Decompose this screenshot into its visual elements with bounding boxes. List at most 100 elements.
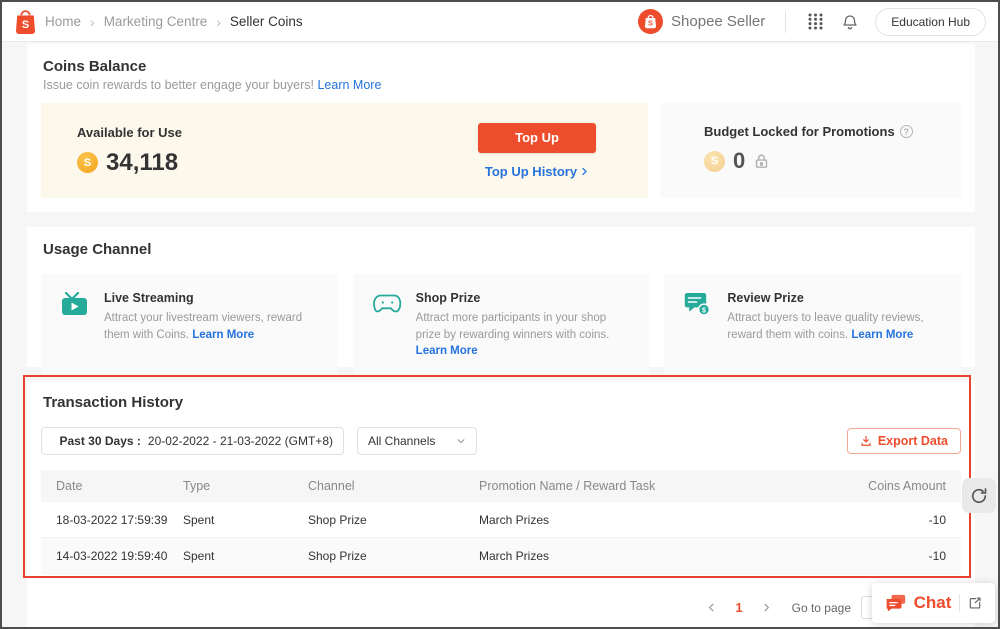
available-for-use-panel: Available for Use S 34,118 Top Up Top Up… [41,103,648,198]
breadcrumb-home[interactable]: Home [45,14,82,29]
cell-promotion: March Prizes [479,512,550,527]
coin-icon: S [77,152,98,173]
pagination-current-page[interactable]: 1 [735,600,743,615]
header-date: Date [56,479,83,493]
shop-prize-learn-more-link[interactable]: Learn More [415,345,478,358]
date-range-filter[interactable]: Past 30 Days : 20-02-2022 - 21-03-2022 (… [41,427,344,455]
popout-icon[interactable] [968,596,982,610]
top-up-history-label: Top Up History [484,163,578,179]
calendar-icon [52,440,53,442]
chat-widget[interactable]: Chat [872,583,995,623]
live-streaming-desc-text: Attract your livestream viewers, reward … [104,312,303,341]
chat-divider [959,594,961,612]
coin-faded-icon: S [704,150,725,172]
shop-prize-title: Shop Prize [415,291,481,305]
transaction-history-title: Transaction History [43,394,184,411]
available-label: Available for Use [77,124,183,140]
shop-prize-desc: Attract more participants in your shop p… [416,310,630,360]
cell-promotion: March Prizes [479,548,550,563]
shop-prize-card: Shop Prize Attract more participants in … [352,274,650,378]
shopee-seller-logo-icon: S [638,9,664,34]
usage-channel-title: Usage Channel [43,241,152,258]
pagination-next-icon[interactable] [759,600,774,615]
cell-type: Spent [183,548,215,563]
coins-balance-subtitle-text: Issue coin rewards to better engage your… [43,78,314,92]
shop-prize-desc-text: Attract more participants in your shop p… [415,312,610,341]
live-streaming-title: Live Streaming [104,291,194,305]
header-amount: Coins Amount [868,479,946,493]
live-streaming-icon [61,291,91,360]
transaction-history-card: Transaction History Past 30 Days : 20-02… [27,380,975,627]
coins-balance-panels: Available for Use S 34,118 Top Up Top Up… [41,103,961,198]
shop-prize-icon [372,291,403,360]
coins-balance-learn-more-link[interactable]: Learn More [317,78,382,92]
header-promotion: Promotion Name / Reward Task [479,479,656,493]
svg-text:$: $ [702,307,706,314]
pagination-prev-icon[interactable] [704,600,719,615]
header-divider [785,10,787,33]
review-prize-title: Review Prize [727,291,804,305]
chevron-right-icon: › [90,13,95,30]
live-streaming-desc: Attract your livestream viewers, reward … [104,310,318,343]
cell-amount: -10 [928,512,946,527]
cell-channel: Shop Prize [308,548,367,563]
cell-amount: -10 [928,548,946,563]
shopee-logo-icon[interactable]: S [14,8,37,35]
go-to-page-label: Go to page [791,600,851,615]
table-header-row: Date Type Channel Promotion Name / Rewar… [41,470,961,502]
cell-channel: Shop Prize [308,512,367,527]
table-row: 18-03-2022 17:59:39 Spent Shop Prize Mar… [41,502,961,538]
header-type: Type [183,479,211,493]
channel-filter-dropdown[interactable]: All Channels [357,427,477,455]
usage-channel-panels: Live Streaming Attract your livestream v… [41,274,962,378]
floating-assistant-button[interactable] [962,478,996,513]
transaction-filters: Past 30 Days : 20-02-2022 - 21-03-2022 (… [41,427,961,455]
coins-balance-card: Coins Balance Issue coin rewards to bett… [27,44,975,212]
coins-balance-subtitle: Issue coin rewards to better engage your… [27,78,975,92]
review-prize-card: $ Review Prize Attract buyers to leave q… [664,274,962,378]
live-streaming-card: Live Streaming Attract your livestream v… [41,274,338,378]
download-icon [861,435,871,446]
chat-bubble-icon [886,594,905,612]
review-prize-desc-text: Attract buyers to leave quality reviews,… [727,312,924,341]
table-row: 14-03-2022 19:59:40 Spent Shop Prize Mar… [41,538,961,574]
pagination: 1 Go to page [704,596,889,619]
notification-bell-icon[interactable] [839,11,861,33]
review-prize-learn-more-link[interactable]: Learn More [851,328,914,341]
chevron-down-icon [457,439,465,444]
topbar-actions: S Shopee Seller Educat [638,7,986,36]
top-up-button[interactable]: Top Up [478,122,596,153]
svg-text:S: S [22,19,29,31]
breadcrumb-marketing-centre[interactable]: Marketing Centre [103,14,208,29]
chevron-right-icon [582,167,587,175]
breadcrumb-seller-coins: Seller Coins [229,14,303,29]
swirl-icon [971,487,987,503]
cell-date: 14-03-2022 19:59:40 [56,548,168,563]
live-streaming-learn-more-link[interactable]: Learn More [192,328,255,341]
apps-grid-icon[interactable] [806,11,825,32]
chevron-right-icon: › [216,13,221,30]
chat-label: Chat [913,593,952,612]
date-filter-label: Past 30 Days : [59,434,141,448]
shopee-seller-brand: S Shopee Seller [638,9,765,34]
svg-text:S: S [648,19,653,28]
budget-locked-label: Budget Locked for Promotions [704,124,895,139]
export-data-label: Export Data [877,434,948,448]
date-filter-range: 20-02-2022 - 21-03-2022 (GMT+8) [147,434,333,448]
coins-balance-title: Coins Balance [43,58,147,75]
top-navigation-bar: S Home › Marketing Centre › Seller Coins… [2,2,998,42]
export-data-button[interactable]: Export Data [846,428,961,454]
brand-name-label: Shopee Seller [671,13,766,30]
education-hub-button[interactable]: Education Hub [875,7,986,36]
top-up-history-link[interactable]: Top Up History [485,164,589,179]
help-icon[interactable]: ? [899,125,913,138]
usage-channel-card: Usage Channel Live Streaming Attract you… [27,227,975,378]
channel-filter-value: All Channels [368,434,436,448]
budget-locked-panel: Budget Locked for Promotions ? S 0 [660,103,961,198]
lock-icon [756,153,768,168]
transaction-table: Date Type Channel Promotion Name / Rewar… [41,470,961,574]
header-channel: Channel [308,479,355,493]
cell-date: 18-03-2022 17:59:39 [56,512,168,527]
available-value: 34,118 [106,148,179,176]
